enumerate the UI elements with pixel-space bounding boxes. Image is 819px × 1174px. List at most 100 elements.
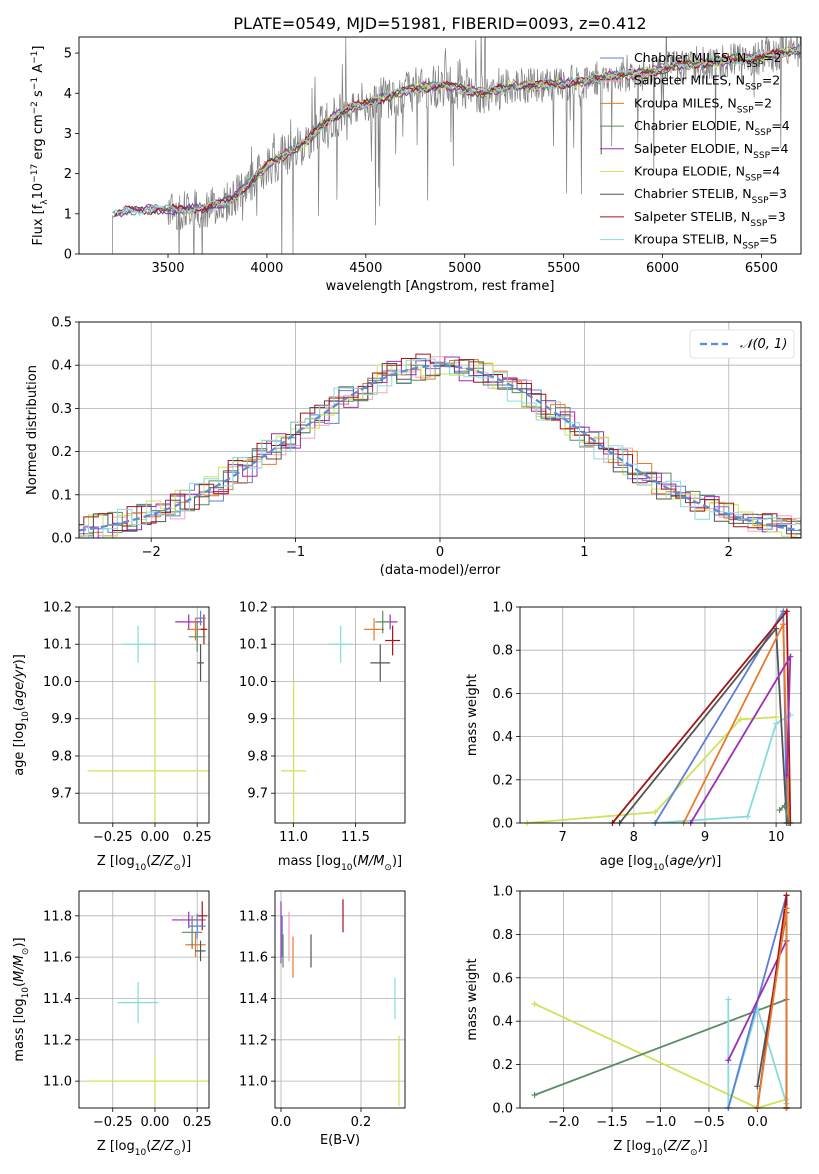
y-tick-label: 0.2 <box>51 445 72 460</box>
series-marker <box>725 1057 732 1064</box>
legend-suffix: =3 <box>767 209 785 224</box>
residual-histogram <box>79 359 801 538</box>
label-part: Flux [f <box>31 204 46 245</box>
y-tick-label: 0.6 <box>492 687 513 702</box>
y-tick-label: 10.1 <box>43 638 72 653</box>
data-point <box>200 614 208 645</box>
x-tick-label: 4000 <box>250 261 283 276</box>
y-tick-label: 0.0 <box>492 817 513 832</box>
y-tick-label: 0.4 <box>492 730 513 745</box>
data-point <box>195 610 206 626</box>
label-part: )] <box>181 1139 191 1154</box>
legend-sub: SSP <box>746 60 763 70</box>
axes-frame <box>78 36 802 255</box>
y-tick-label: 9.9 <box>247 712 268 727</box>
x-axis-label: Z [log10(Z/Z⊙)] <box>97 1139 191 1158</box>
legend-suffix: =5 <box>759 232 777 247</box>
label-part: ⊙ <box>384 863 392 873</box>
legend-label: Chabrier ELODIE, NSSP=4 <box>634 118 790 138</box>
label-part: age [log <box>12 723 27 776</box>
label-part: −1 <box>30 51 40 64</box>
x-tick-label: 5500 <box>547 261 580 276</box>
x-tick-label: 3500 <box>151 261 184 276</box>
x-tick-label: −0.25 <box>93 1115 133 1130</box>
x-tick-label: −1.0 <box>645 1115 677 1130</box>
data-point <box>185 932 206 958</box>
label-part: Z/Z <box>150 1139 174 1154</box>
y-tick-label: 1 <box>64 207 72 222</box>
x-tick-label: 9 <box>701 830 709 845</box>
y-tick-label: 0.2 <box>492 1058 513 1073</box>
label-part: Z/Z <box>667 1139 691 1154</box>
y-tick-label: 10.0 <box>43 675 72 690</box>
y-tick-label: 1.0 <box>492 601 513 616</box>
legend-sub: SSP <box>752 196 769 206</box>
legend-text: Chabrier ELODIE, N <box>634 118 754 133</box>
x-tick-label: 0.00 <box>140 1115 169 1130</box>
label-part: mass [log <box>12 998 27 1061</box>
y-tick-label: 0.0 <box>51 532 72 547</box>
x-tick-label: −0.25 <box>93 830 133 845</box>
y-tick-label: 5 <box>64 47 72 62</box>
x-axis-label: Z [log10(Z/Z⊙)] <box>97 854 191 873</box>
y-tick-label: 11.6 <box>239 951 268 966</box>
y-tick-label: 9.8 <box>247 749 268 764</box>
data-point <box>181 915 203 949</box>
label-part: 10 <box>21 711 31 723</box>
x-tick-label: −2.0 <box>548 1115 580 1130</box>
y-tick-label: 10.2 <box>239 601 268 616</box>
legend-text: Kroupa ELODIE, N <box>634 164 745 179</box>
data-point <box>175 614 203 630</box>
y-tick-label: 0.8 <box>492 928 513 943</box>
axes: 0.0 0.2 11.0 11.2 11.4 11.6 11.8 <box>239 891 405 1130</box>
axes: 3500 4000 4500 5000 5500 6000 6500 0 1 2 3 4 5 <box>64 47 778 276</box>
data-point <box>328 625 353 663</box>
x-tick-label: 2 <box>725 545 733 560</box>
legend-suffix: =2 <box>754 95 772 110</box>
y-tick-label: 1.0 <box>492 885 513 900</box>
series-marker <box>773 625 780 632</box>
data-point <box>171 911 206 929</box>
label-part: ⊙ <box>173 1148 181 1158</box>
series-line <box>655 714 791 823</box>
y-tick-label: 3 <box>64 127 72 142</box>
series-line <box>534 998 787 1096</box>
x-tick-label: 0.0 <box>271 1115 292 1130</box>
x-tick-label: 11.0 <box>279 830 308 845</box>
y-axis-label: mass [log10(M/M⊙)] <box>12 937 31 1061</box>
x-axis-label: Z [log10(Z/Z⊙)] <box>613 1139 707 1158</box>
series-marker <box>783 892 790 899</box>
residuals-panel: −2 −1 0 1 2 0.0 0.1 0.2 0.3 0.4 0.5 (data-model)/er… <box>25 316 802 578</box>
y-tick-label: 11.0 <box>239 1075 268 1090</box>
x-tick-label: 6000 <box>646 261 679 276</box>
y-axis-label: Flux [fλ10−17 erg cm−2 s−1 A−1] <box>30 46 50 246</box>
series-line <box>527 716 777 823</box>
legend-sub: SSP <box>750 219 767 229</box>
legend-suffix: =2 <box>762 73 780 88</box>
label-part: 10 <box>341 863 353 873</box>
figure-title: PLATE=0549, MJD=51981, FIBERID=0093, z=0… <box>233 14 646 33</box>
label-part: ( <box>663 1139 668 1154</box>
label-part: )] <box>392 854 402 869</box>
label-part: ⊙ <box>173 863 181 873</box>
x-tick-label: 0 <box>436 545 444 560</box>
y-tick-label: 11.0 <box>43 1075 72 1090</box>
residual-histogram <box>79 358 801 538</box>
legend-sub: SSP <box>745 174 762 184</box>
label-part: )] <box>698 1139 708 1154</box>
label-part: Z [log <box>97 854 135 869</box>
x-tick-label: 8 <box>630 830 638 845</box>
x-tick-label: 0.0 <box>747 1115 768 1130</box>
residual-histogram <box>79 362 801 537</box>
series-marker <box>737 716 744 723</box>
label-part: ⊙ <box>21 948 31 956</box>
y-tick-label: 11.4 <box>239 992 268 1007</box>
y-tick-label: 11.2 <box>43 1033 72 1048</box>
y-tick-label: 0.3 <box>51 402 72 417</box>
data-point <box>197 644 204 682</box>
mass_vs_ebv-panel: 0.0 0.2 11.0 11.2 11.4 11.6 11.8 E(B-V) <box>239 890 406 1148</box>
axes-frame <box>78 606 210 824</box>
legend-text: Kroupa MILES, N <box>634 95 737 110</box>
label-part: ⊙ <box>690 1148 698 1158</box>
